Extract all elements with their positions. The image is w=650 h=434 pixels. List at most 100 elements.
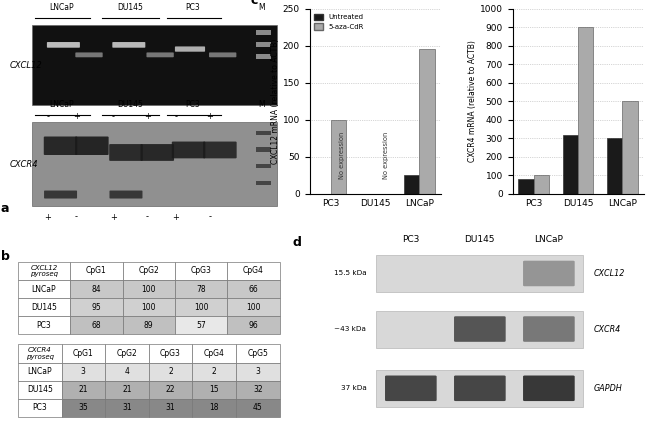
Bar: [606, 138, 622, 194]
Text: 18: 18: [209, 403, 219, 412]
Bar: [256, 181, 270, 185]
Bar: [149, 345, 192, 362]
Text: b: b: [1, 250, 10, 263]
Text: DU145: DU145: [31, 302, 57, 312]
Text: ~43 kDa: ~43 kDa: [335, 326, 367, 332]
Text: 100: 100: [142, 285, 156, 293]
Text: +: +: [44, 213, 51, 222]
Text: 96: 96: [248, 321, 258, 330]
Text: LNCaP: LNCaP: [27, 367, 52, 376]
FancyBboxPatch shape: [523, 316, 575, 342]
Text: PC3: PC3: [185, 3, 200, 12]
Text: PC3: PC3: [32, 403, 47, 412]
Text: CXCR4: CXCR4: [593, 325, 621, 334]
Text: 66: 66: [248, 285, 258, 293]
Text: 22: 22: [166, 385, 176, 394]
Text: 3: 3: [255, 367, 260, 376]
Text: CpG4: CpG4: [203, 349, 225, 358]
Text: LNCaP: LNCaP: [534, 235, 564, 244]
Text: No expression: No expression: [339, 132, 345, 179]
Bar: [105, 399, 149, 417]
Bar: [62, 345, 105, 362]
Text: M: M: [258, 99, 265, 108]
Text: 35: 35: [79, 403, 88, 412]
FancyBboxPatch shape: [172, 141, 205, 158]
Text: CpG3: CpG3: [160, 349, 181, 358]
Bar: [192, 362, 236, 381]
Bar: [376, 310, 584, 348]
Bar: [236, 362, 280, 381]
FancyBboxPatch shape: [146, 53, 174, 57]
FancyBboxPatch shape: [75, 53, 103, 57]
Text: GAPDH: GAPDH: [593, 384, 622, 393]
Bar: [376, 255, 584, 292]
Bar: [175, 262, 228, 280]
Text: CpG2: CpG2: [138, 266, 159, 276]
Text: PC3: PC3: [185, 99, 200, 108]
Bar: [18, 316, 70, 334]
Bar: [256, 54, 270, 59]
Bar: [256, 148, 270, 151]
Text: -: -: [46, 112, 49, 121]
Bar: [519, 179, 534, 194]
FancyBboxPatch shape: [44, 191, 77, 198]
Text: 78: 78: [196, 285, 206, 293]
FancyBboxPatch shape: [44, 137, 77, 155]
Text: 15.5 kDa: 15.5 kDa: [333, 270, 367, 276]
Bar: [563, 135, 578, 194]
Bar: [175, 316, 228, 334]
Bar: [62, 381, 105, 399]
Bar: [256, 131, 270, 135]
Bar: [419, 49, 435, 194]
Bar: [123, 316, 175, 334]
Bar: [256, 42, 270, 47]
Text: 31: 31: [166, 403, 176, 412]
Text: No expression: No expression: [383, 132, 389, 179]
Y-axis label: CXCL12 mRNA (relative to ACTB): CXCL12 mRNA (relative to ACTB): [271, 39, 280, 164]
Bar: [18, 362, 62, 381]
Bar: [236, 381, 280, 399]
Text: 100: 100: [142, 302, 156, 312]
Text: 2: 2: [212, 367, 216, 376]
FancyBboxPatch shape: [385, 375, 437, 401]
Text: +: +: [207, 112, 213, 121]
Bar: [18, 381, 62, 399]
Text: 100: 100: [194, 302, 209, 312]
FancyBboxPatch shape: [112, 42, 146, 48]
FancyBboxPatch shape: [109, 191, 142, 198]
Bar: [70, 298, 123, 316]
Bar: [227, 262, 280, 280]
Bar: [331, 120, 346, 194]
Text: DU145: DU145: [465, 235, 495, 244]
Bar: [149, 381, 192, 399]
Text: 100: 100: [246, 302, 261, 312]
Text: -: -: [146, 213, 149, 222]
FancyBboxPatch shape: [175, 46, 205, 52]
Bar: [32, 122, 277, 206]
Text: DU145: DU145: [117, 99, 143, 108]
Text: 32: 32: [253, 385, 263, 394]
Bar: [256, 164, 270, 168]
Text: -: -: [209, 213, 211, 222]
Text: 3: 3: [81, 367, 86, 376]
Bar: [18, 262, 70, 280]
Bar: [32, 26, 277, 105]
Bar: [18, 345, 62, 362]
FancyBboxPatch shape: [140, 144, 174, 161]
Text: 2: 2: [168, 367, 173, 376]
Bar: [192, 381, 236, 399]
Text: 68: 68: [92, 321, 101, 330]
Bar: [149, 362, 192, 381]
Text: CpG2: CpG2: [116, 349, 137, 358]
Text: CXCR4
pyroseq: CXCR4 pyroseq: [25, 347, 54, 360]
Text: 84: 84: [92, 285, 101, 293]
Text: CpG5: CpG5: [248, 349, 268, 358]
Bar: [70, 262, 123, 280]
Bar: [123, 280, 175, 298]
Bar: [70, 316, 123, 334]
Text: CpG1: CpG1: [73, 349, 94, 358]
Text: +: +: [144, 112, 151, 121]
Bar: [175, 298, 228, 316]
Text: LNCaP: LNCaP: [32, 285, 57, 293]
FancyBboxPatch shape: [203, 141, 237, 158]
